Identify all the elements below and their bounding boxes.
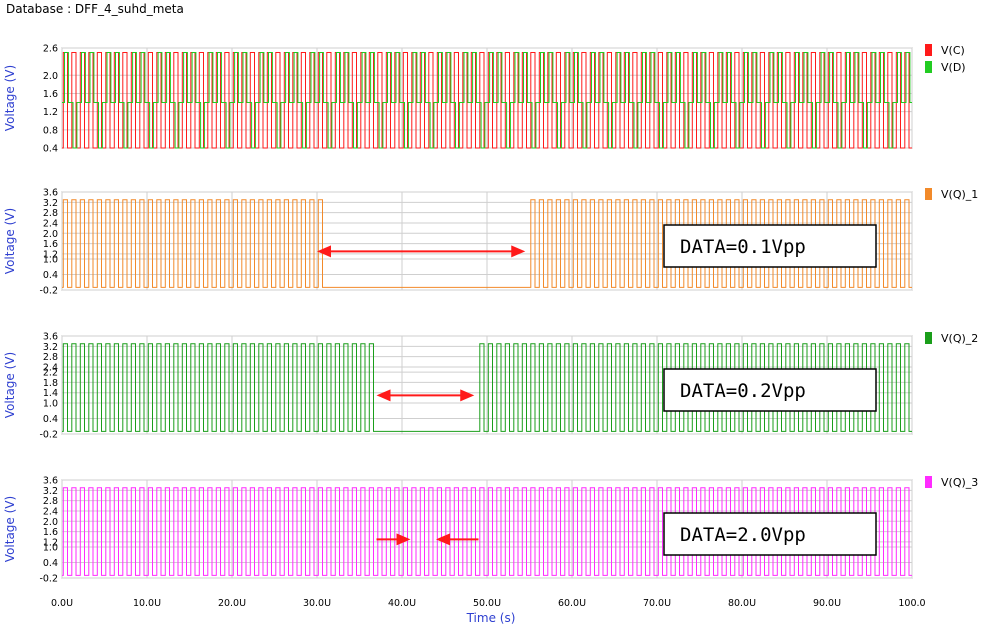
legend-swatch: [925, 61, 932, 73]
legend-swatch: [925, 188, 932, 200]
y-axis-label: Voltage (V): [3, 65, 17, 131]
y-tick-label: -0.2: [39, 574, 58, 585]
x-tick-label: 90.0U: [813, 598, 841, 609]
annotation-label: DATA=0.2Vpp: [680, 380, 806, 402]
legend-label: V(Q)_1: [941, 188, 978, 201]
arrow-head-right: [511, 245, 526, 258]
x-axis-label: Time (s): [466, 611, 516, 625]
panel-1: 2.6 2.0 1.6 1.2 0.8 0.4 Voltage (V) V(C) V(D): [3, 44, 966, 155]
y-tick-label: 2.4: [43, 218, 58, 229]
y-axis-label: Voltage (V): [3, 208, 17, 274]
database-label: Database : DFF_4_suhd_meta: [6, 2, 184, 16]
y-tick-label: 3.6: [43, 476, 58, 487]
annotation-box: [663, 224, 877, 268]
y-tick-label: 3.6: [43, 188, 58, 199]
y-tick-label: 2.4: [43, 362, 58, 373]
legend-label: V(C): [941, 44, 965, 57]
y-tick-label: 0.4: [43, 414, 58, 425]
series-line-v-q-2: [62, 343, 912, 432]
arrow-head-left: [436, 533, 450, 546]
series-line-v-q-3: [62, 487, 912, 576]
y-tick-label: 1.8: [43, 378, 58, 389]
y-tick-label: 2.0: [43, 229, 58, 240]
x-tick-label: 80.0U: [728, 598, 756, 609]
x-tick-label: 10.0U: [133, 598, 161, 609]
y-tick-label: 1.0: [43, 255, 58, 266]
y-tick-label: 3.2: [43, 198, 58, 209]
y-tick-label: 1.2: [43, 107, 58, 118]
arrow-head-right: [396, 533, 411, 546]
annotation-box: [663, 512, 877, 556]
panel-3: 3.63.22.82.42.21.81.41.0 0.4 -0.2 Voltage (…: [3, 332, 978, 441]
y-tick-label: 2.8: [43, 496, 58, 507]
x-tick-label: 70.0U: [643, 598, 671, 609]
y-tick-label: 3.2: [43, 486, 58, 497]
annotation-label: DATA=2.0Vpp: [680, 524, 806, 546]
y-tick-label: 2.8: [43, 352, 58, 363]
y-tick-label: 2.0: [43, 71, 58, 82]
legend-label: V(Q)_3: [941, 476, 978, 489]
x-tick-label: 100.0: [898, 598, 925, 609]
legend-swatch: [925, 332, 932, 344]
arrow-head-left: [376, 389, 391, 402]
y-tick-label: 1.0: [43, 399, 58, 410]
y-tick-label: 1.2: [43, 249, 58, 260]
y-tick-label: 2.0: [43, 517, 58, 528]
y-tick-label: 1.0: [43, 543, 58, 554]
y-tick-label: 2.2: [43, 368, 58, 379]
y-tick-label: 0.4: [43, 270, 58, 281]
x-tick-label: 20.0U: [218, 598, 246, 609]
y-tick-label: 1.4: [43, 388, 58, 399]
series-line-v-q-1: [62, 199, 912, 288]
y-tick-label: 3.6: [43, 332, 58, 343]
y-tick-label: 2.8: [43, 208, 58, 219]
annotation-box: [663, 368, 877, 412]
y-tick-label: 0.8: [43, 125, 58, 136]
y-tick-label: 2.6: [43, 44, 58, 55]
y-tick-label: 0.4: [43, 558, 58, 569]
panel-4: 3.63.22.82.42.01.61.21.0 0.4 -0.2 Voltage (…: [3, 476, 978, 585]
y-tick-label: -0.2: [39, 430, 58, 441]
y-tick-label: 0.4: [43, 144, 58, 155]
x-axis: 0.0U 10.0U 20.0U 30.0U 40.0U 50.0U 60.0U 70.0U 8…: [51, 598, 926, 609]
arrow-head-left: [317, 245, 331, 258]
y-tick-label: 1.2: [43, 537, 58, 548]
y-tick-label: 1.6: [43, 239, 58, 250]
y-axis-label: Voltage (V): [3, 496, 17, 562]
panel-2: 3.63.22.82.42.01.61.21.0 0.4 -0.2 Voltage (…: [3, 188, 978, 297]
x-tick-label: 30.0U: [303, 598, 331, 609]
annotation-label: DATA=0.1Vpp: [680, 236, 806, 258]
y-tick-label: 1.6: [43, 527, 58, 538]
legend-swatch: [925, 476, 932, 488]
legend-swatch: [925, 44, 932, 56]
legend-label: V(Q)_2: [941, 332, 978, 345]
x-tick-label: 40.0U: [388, 598, 416, 609]
y-tick-label: 3.2: [43, 342, 58, 353]
y-tick-label: -0.2: [39, 286, 58, 297]
y-axis-label: Voltage (V): [3, 352, 17, 418]
y-tick-label: 1.6: [43, 89, 58, 100]
y-tick-label: 2.4: [43, 506, 58, 517]
x-tick-label: 0.0U: [51, 598, 73, 609]
series-line-v-d-: [62, 52, 912, 149]
arrow-head-right: [460, 389, 475, 402]
legend-label: V(D): [941, 61, 966, 74]
x-tick-label: 50.0U: [473, 598, 501, 609]
x-tick-label: 60.0U: [558, 598, 586, 609]
